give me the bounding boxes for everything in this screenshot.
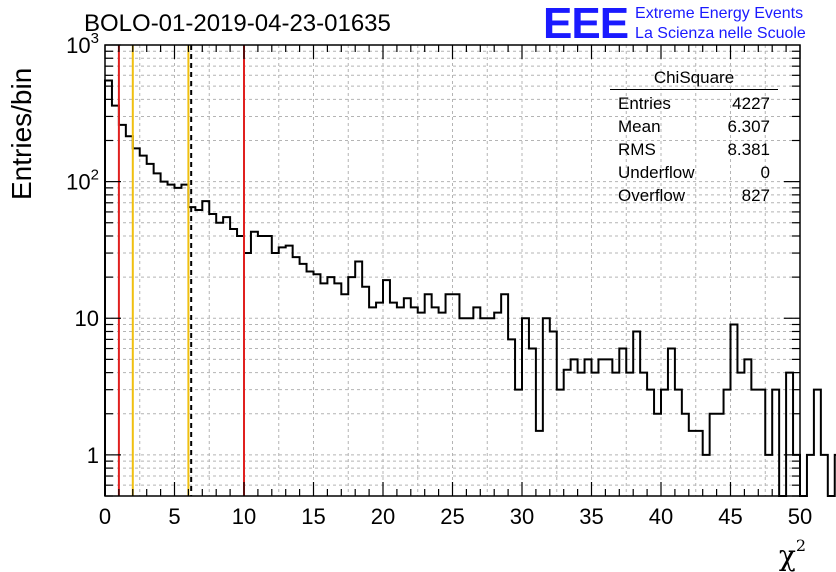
stats-value: 827 bbox=[741, 186, 770, 205]
stats-label: RMS bbox=[618, 140, 656, 159]
stats-row-entries: Entries 4227 bbox=[610, 92, 778, 115]
eee-logo-mark: EEE bbox=[543, 0, 629, 48]
x-tick-label: 15 bbox=[301, 504, 325, 529]
x-tick-label: 45 bbox=[718, 504, 742, 529]
stats-value: 6.307 bbox=[727, 117, 770, 136]
stats-value: 0 bbox=[760, 163, 770, 182]
y-tick-label: 103 bbox=[66, 30, 99, 58]
x-tick-label: 0 bbox=[99, 504, 111, 529]
y-axis-label: Entries/bin bbox=[6, 67, 37, 200]
stats-row-overflow: Overflow 827 bbox=[610, 184, 778, 207]
chart-title: BOLO-01-2019-04-23-01635 bbox=[84, 10, 391, 37]
stats-label: Underflow bbox=[618, 163, 695, 182]
x-axis-label: χ2 bbox=[779, 536, 806, 572]
x-tick-label: 10 bbox=[232, 504, 256, 529]
stats-box: ChiSquare Entries 4227 Mean 6.307 RMS 8.381… bbox=[610, 68, 778, 207]
stats-label: Mean bbox=[618, 117, 661, 136]
stats-row-mean: Mean 6.307 bbox=[610, 115, 778, 138]
stats-title: ChiSquare bbox=[610, 68, 778, 90]
x-tick-label: 5 bbox=[168, 504, 180, 529]
logo-line-2: La Scienza nelle Scuole bbox=[635, 25, 806, 42]
x-axis-label-base: χ bbox=[778, 539, 796, 572]
eee-logo-text: Extreme Energy Events La Scienza nelle S… bbox=[635, 2, 806, 44]
x-tick-label: 20 bbox=[371, 504, 395, 529]
x-tick-label: 30 bbox=[510, 504, 534, 529]
eee-logo: EEE Extreme Energy Events La Scienza nel… bbox=[543, 2, 806, 46]
x-tick-label: 25 bbox=[440, 504, 464, 529]
y-tick-label: 1 bbox=[87, 443, 99, 468]
x-tick-label: 50 bbox=[788, 504, 812, 529]
stats-row-rms: RMS 8.381 bbox=[610, 138, 778, 161]
stats-label: Overflow bbox=[618, 186, 686, 205]
y-tick-label: 102 bbox=[66, 167, 99, 195]
stats-label: Entries bbox=[618, 94, 671, 113]
logo-line-1: Extreme Energy Events bbox=[635, 5, 804, 22]
stats-value: 4227 bbox=[732, 94, 770, 113]
y-tick-label: 10 bbox=[75, 306, 99, 331]
histogram-line bbox=[104, 79, 836, 497]
x-axis-label-sup: 2 bbox=[795, 536, 806, 555]
stats-row-underflow: Underflow 0 bbox=[610, 161, 778, 184]
x-tick-label: 35 bbox=[579, 504, 603, 529]
x-tick-label: 40 bbox=[649, 504, 673, 529]
stats-value: 8.381 bbox=[727, 140, 770, 159]
